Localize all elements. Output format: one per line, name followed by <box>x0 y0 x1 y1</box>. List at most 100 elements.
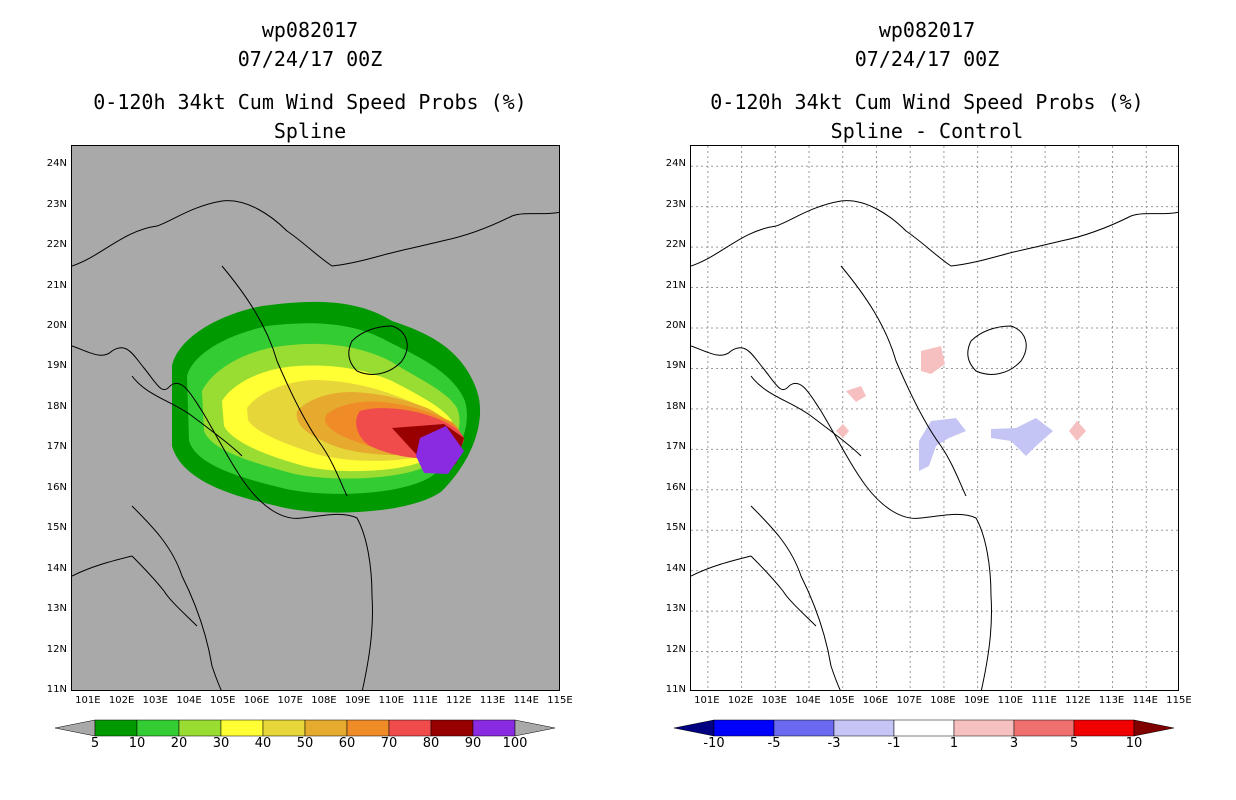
right-lat-tick-label: 20N <box>665 320 686 331</box>
left-lat-tick-label: 20N <box>46 320 67 331</box>
left-lon-tick-label: 101E <box>75 695 101 706</box>
right-colorbar-swatch <box>893 719 955 737</box>
left-lon-tick-label: 105E <box>210 695 236 706</box>
left-lon-tick-label: 114E <box>513 695 539 706</box>
right-colorbar-label: 1 <box>949 736 959 751</box>
right-lon-tick-label: 109E <box>963 695 990 706</box>
left-colorbar-label: 60 <box>338 736 356 751</box>
right-lat-tick-label: 23N <box>665 198 686 210</box>
right-colorbar-label: -1 <box>887 736 901 751</box>
diff-patch-pos-sw <box>836 424 849 438</box>
left-lon-tick-label: 111E <box>412 695 438 706</box>
left-colorbar-label: 10 <box>128 736 146 751</box>
left-lon-tick-label: 113E <box>479 695 506 706</box>
right-lon-tick-label: 104E <box>795 695 821 706</box>
right-lat-tick-label: 19N <box>665 360 686 372</box>
right-lat-tick-label: 21N <box>665 279 686 291</box>
right-colorbar-label: -5 <box>767 736 781 751</box>
right-lon-tick-label: 110E <box>997 695 1024 706</box>
right-colorbar-swatch <box>833 719 895 737</box>
left-colorbar-label: 70 <box>380 736 398 751</box>
diff-patch-neg-east <box>991 418 1053 456</box>
left-colorbar-label: 100 <box>502 736 528 751</box>
left-lon-tick-label: 102E <box>108 695 135 706</box>
left-lat-tick-label: 13N <box>46 603 67 615</box>
left-lon-tick-label: 103E <box>142 695 168 706</box>
diff-patch-pos-west <box>846 386 866 402</box>
prob-band-90 <box>416 426 464 474</box>
right-date: 07/24/17 00Z <box>854 47 1000 71</box>
left-product-title: 0-120h 34kt Cum Wind Speed Probs (%) <box>93 90 527 114</box>
right-storm-id: wp082017 <box>878 18 976 42</box>
left-colorbar-swatch <box>178 719 222 737</box>
right-coastlines <box>691 200 1178 690</box>
left-coastlines <box>72 200 559 690</box>
right-lat-tick-label: 14N <box>665 562 686 574</box>
left-lat-tick-label: 19N <box>46 360 67 372</box>
left-colorbar-swatch <box>220 719 264 737</box>
left-colorbar-high-arrow <box>514 719 555 737</box>
left-colorbar-swatch <box>472 719 516 737</box>
left-colorbar-label: 90 <box>464 736 482 751</box>
right-lon-tick-label: 106E <box>862 695 889 706</box>
left-lon-tick-label: 107E <box>277 695 303 706</box>
left-lat-tick-label: 16N <box>46 481 67 493</box>
right-lon-tick-label: 114E <box>1132 695 1158 706</box>
left-colorbar-label: 30 <box>212 736 230 751</box>
right-lon-tick-label: 103E <box>761 695 787 706</box>
right-colorbar-label: 10 <box>1125 736 1143 751</box>
left-colorbar-label: 80 <box>422 736 440 751</box>
left-map-canvas <box>72 200 559 690</box>
right-lon-tick-label: 112E <box>1065 695 1091 706</box>
right-colorbar-high-arrow <box>1133 719 1174 737</box>
left-lat-tick-label: 24N <box>46 158 67 170</box>
right-colorbar-swatch <box>1013 719 1075 737</box>
right-lat-tick-label: 11N <box>665 684 686 695</box>
right-lat-tick-label: 22N <box>665 239 686 251</box>
left-lat-tick-label: 11N <box>46 684 67 695</box>
left-lon-tick-label: 115E <box>547 695 573 706</box>
right-map-canvas <box>691 146 1178 690</box>
right-colorbar-swatch <box>953 719 1015 737</box>
left-lon-tick-label: 104E <box>176 695 202 706</box>
left-colorbar-swatch <box>388 719 432 737</box>
right-colorbar-label: 5 <box>1069 736 1079 751</box>
right-lon-tick-label: 102E <box>727 695 754 706</box>
right-lon-tick-label: 113E <box>1098 695 1125 706</box>
left-date: 07/24/17 00Z <box>237 47 383 71</box>
left-colorbar-swatch <box>346 719 390 737</box>
right-lat-tick-label: 18N <box>665 400 686 412</box>
left-map <box>71 145 560 691</box>
right-colorbar-swatch <box>1073 719 1135 737</box>
left-colorbar-swatch <box>304 719 348 737</box>
right-lon-tick-label: 107E <box>896 695 922 706</box>
left-lon-tick-label: 108E <box>311 695 337 706</box>
left-colorbar-swatch <box>430 719 474 737</box>
right-colorbar-label: -10 <box>703 736 725 751</box>
right-lon-tick-label: 101E <box>694 695 720 706</box>
left-lat-tick-label: 21N <box>46 279 67 291</box>
left-lat-tick-label: 18N <box>46 400 67 412</box>
diff-patch-pos-north <box>921 346 945 374</box>
left-lat-tick-label: 15N <box>46 522 67 534</box>
left-colorbar-swatch <box>94 719 138 737</box>
left-colorbar-label: 20 <box>170 736 188 751</box>
right-lon-tick-label: 108E <box>930 695 956 706</box>
diff-patch-neg-center <box>919 418 966 471</box>
left-subtitle: Spline <box>273 119 347 143</box>
left-colorbar-swatch <box>136 719 180 737</box>
diff-patch-pos-east <box>1069 421 1086 441</box>
left-lat-tick-label: 12N <box>46 643 67 655</box>
left-colorbar-label: 50 <box>296 736 314 751</box>
left-colorbar-label: 5 <box>90 736 100 751</box>
left-lat-tick-label: 17N <box>46 441 67 453</box>
right-lat-tick-label: 13N <box>665 603 686 615</box>
right-gridlines <box>691 146 1178 690</box>
right-lon-tick-label: 111E <box>1031 695 1057 706</box>
right-map <box>690 145 1179 691</box>
right-colorbar-label: -3 <box>827 736 841 751</box>
left-lat-tick-label: 14N <box>46 562 67 574</box>
right-lon-tick-label: 105E <box>829 695 855 706</box>
right-lat-tick-label: 24N <box>665 158 686 170</box>
right-lat-tick-label: 15N <box>665 522 686 534</box>
